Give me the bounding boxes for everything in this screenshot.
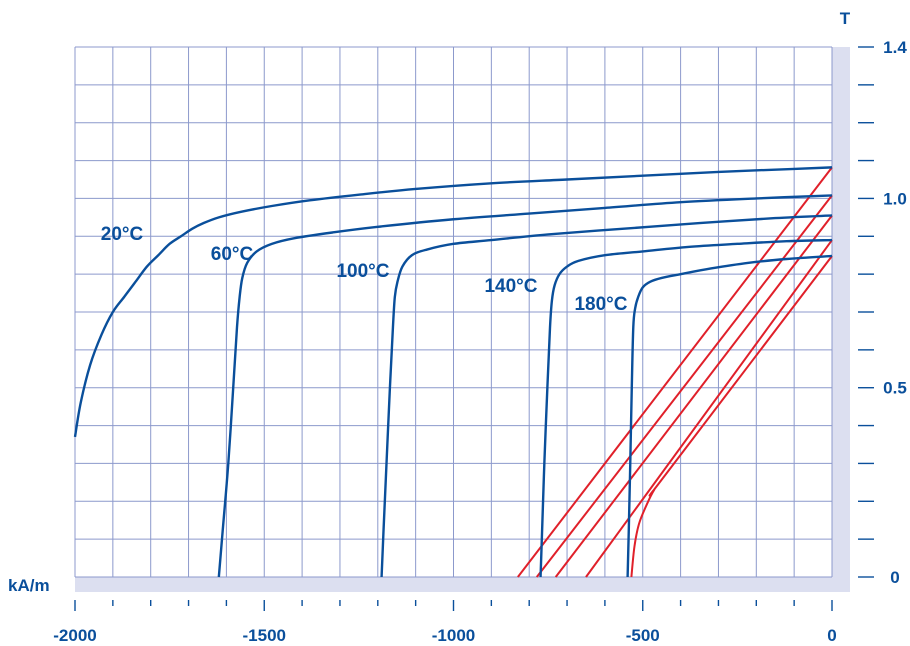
- y-tick-label: 1.0: [883, 189, 907, 208]
- axis-ticks: [74, 46, 874, 611]
- x-tick-label: -1500: [243, 626, 286, 645]
- axis-bands: [75, 47, 850, 592]
- series-curve: [217, 194, 833, 578]
- series-curve: [626, 254, 833, 578]
- series-label: 140°C: [484, 276, 537, 297]
- recoil-line: [554, 214, 833, 578]
- y-tick-label: 0.5: [883, 379, 907, 398]
- recoil-line: [517, 166, 833, 578]
- y-axis-unit-label: T: [840, 9, 851, 28]
- x-tick-label: -1000: [432, 626, 475, 645]
- recoil-line: [585, 239, 833, 578]
- grid: [74, 46, 833, 578]
- recoil-line: [630, 255, 833, 578]
- x-axis-unit-label: kA/m: [8, 576, 50, 595]
- series-label: 60°C: [211, 244, 254, 265]
- series-label: 180°C: [574, 294, 627, 315]
- recoil-line: [535, 194, 833, 578]
- series-curve: [539, 238, 833, 578]
- right-axis-band: [832, 47, 850, 592]
- series-label: 20°C: [101, 224, 144, 245]
- series-curve: [73, 166, 833, 438]
- y-tick-label: 1.4: [883, 38, 907, 57]
- x-tick-label: -500: [626, 626, 660, 645]
- labels-layer: -2000 -1500 -1000 -500 0 0 0.5 1.0 1.4 TkA/m 20°C 6…: [8, 9, 907, 645]
- series-label: 100°C: [336, 261, 389, 282]
- bottom-axis-band: [75, 577, 850, 592]
- series-curve: [380, 214, 833, 578]
- y-tick-label: 0: [890, 568, 899, 587]
- x-tick-label: -2000: [53, 626, 96, 645]
- x-tick-label: 0: [827, 626, 836, 645]
- series-layer: [73, 166, 833, 578]
